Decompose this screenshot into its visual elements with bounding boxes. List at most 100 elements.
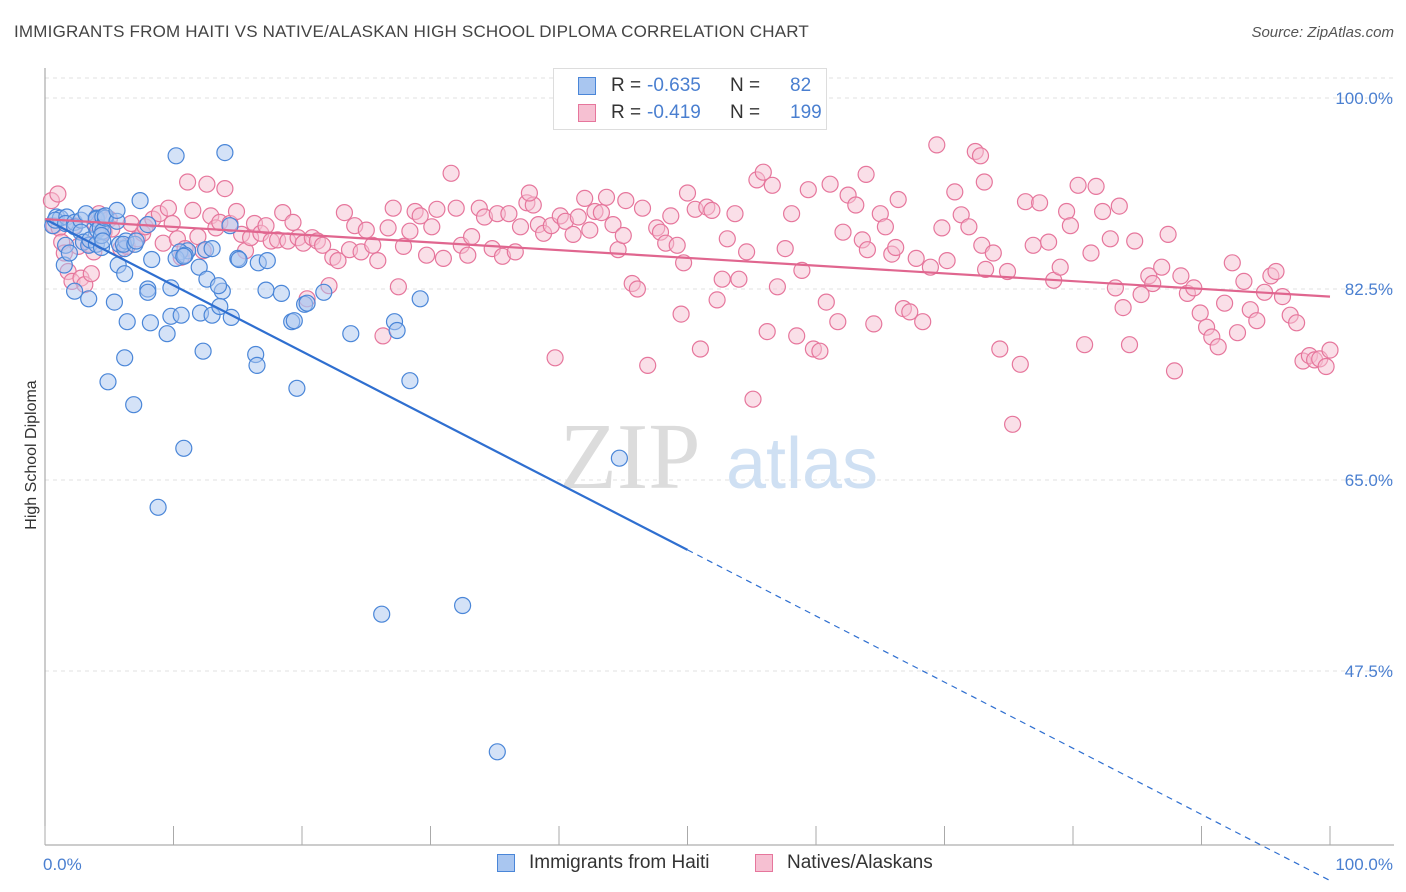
natives-point	[379, 219, 397, 237]
haiti-point	[108, 201, 126, 219]
natives-point	[718, 230, 736, 248]
haiti-point	[315, 283, 333, 301]
natives-point	[1003, 415, 1022, 433]
natives-point	[609, 241, 627, 259]
natives-point	[1061, 217, 1080, 235]
haiti-point	[60, 244, 79, 262]
watermark: ZIP atlas	[560, 405, 879, 509]
natives-point	[198, 175, 216, 193]
haiti-point	[167, 147, 185, 165]
legend-label-natives: Natives/Alaskans	[787, 852, 933, 873]
natives-trend-line	[44, 218, 1331, 298]
natives-point	[889, 190, 907, 209]
haiti-point	[149, 498, 167, 516]
y-tick-label: 82.5%	[1345, 280, 1393, 299]
natives-point	[928, 136, 946, 154]
series-legend: Immigrants from Haiti Natives/Alaskans	[0, 852, 1406, 878]
legend-n-label: N =	[730, 75, 761, 96]
natives-point	[1317, 357, 1335, 376]
haiti-point	[454, 596, 472, 615]
natives-point	[592, 204, 611, 222]
natives-point	[768, 278, 787, 296]
natives-point	[428, 200, 446, 218]
haiti-point	[342, 325, 360, 343]
natives-point	[1075, 336, 1094, 354]
natives-point	[901, 303, 919, 321]
natives-point	[581, 221, 599, 239]
y-tick-label: 100.0%	[1335, 89, 1393, 108]
haiti-point	[131, 192, 149, 210]
natives-point	[703, 201, 721, 219]
haiti-point	[99, 373, 117, 391]
natives-point	[799, 181, 817, 199]
haiti-point	[139, 283, 157, 301]
legend-row-haiti: R = -0.635 N = 82	[554, 74, 826, 98]
natives-point	[1228, 324, 1247, 342]
natives-point	[821, 175, 839, 193]
haiti-trend-extension	[687, 549, 1331, 882]
natives-point	[857, 165, 875, 183]
natives-point	[564, 225, 582, 243]
haiti-point	[388, 321, 406, 340]
haiti-point	[258, 252, 276, 270]
natives-point	[865, 315, 883, 333]
haiti-point	[288, 379, 306, 397]
natives-point	[617, 192, 635, 210]
watermark-zip: ZIP	[560, 405, 701, 509]
haiti-point	[116, 265, 134, 283]
natives-point	[500, 205, 518, 223]
natives-point	[1235, 272, 1253, 290]
watermark-atlas: atlas	[726, 424, 878, 504]
source-credit: Source: ZipAtlas.com	[1251, 24, 1394, 41]
legend-n-value: 82	[790, 75, 812, 96]
haiti-point	[285, 312, 303, 330]
natives-point	[576, 189, 594, 207]
haiti-point	[125, 396, 143, 414]
natives-point	[227, 202, 246, 221]
natives-point	[639, 356, 657, 374]
natives-point	[216, 180, 234, 198]
natives-point	[730, 270, 748, 288]
legend-r-value: -0.419	[647, 102, 701, 123]
haiti-point	[203, 240, 221, 258]
natives-point	[678, 184, 697, 202]
haiti-point	[248, 356, 266, 374]
natives-point	[713, 270, 731, 288]
natives-point	[672, 305, 690, 323]
natives-point	[82, 265, 100, 283]
natives-point	[447, 199, 465, 217]
natives-point	[418, 246, 436, 264]
haiti-point	[272, 284, 290, 302]
haiti-point	[216, 144, 234, 162]
natives-point	[546, 349, 564, 367]
natives-point	[668, 236, 686, 254]
natives-point	[1321, 341, 1339, 359]
gridlines	[45, 77, 1394, 672]
haiti-point	[158, 325, 176, 343]
natives-point	[1039, 233, 1058, 251]
natives-point	[423, 218, 441, 236]
natives-point	[569, 208, 587, 226]
natives-point	[597, 188, 616, 206]
natives-point	[628, 280, 647, 298]
natives-point	[614, 226, 632, 245]
natives-point	[411, 207, 429, 225]
legend-swatch-pink	[578, 104, 596, 122]
natives-point	[737, 243, 756, 261]
natives-point	[1057, 202, 1076, 221]
natives-point	[335, 204, 353, 222]
haiti-point	[143, 250, 161, 269]
legend-n-value: 199	[790, 102, 822, 123]
natives-point	[858, 241, 877, 259]
legend-swatch-pink	[755, 854, 773, 872]
haiti-point	[298, 294, 316, 312]
natives-point	[971, 147, 990, 165]
natives-point	[1159, 225, 1177, 243]
natives-point	[1144, 274, 1162, 293]
haiti-point	[105, 293, 124, 311]
haiti-point	[175, 439, 193, 457]
axes	[44, 68, 1394, 846]
haiti-point	[127, 232, 145, 250]
natives-point	[1051, 258, 1069, 276]
